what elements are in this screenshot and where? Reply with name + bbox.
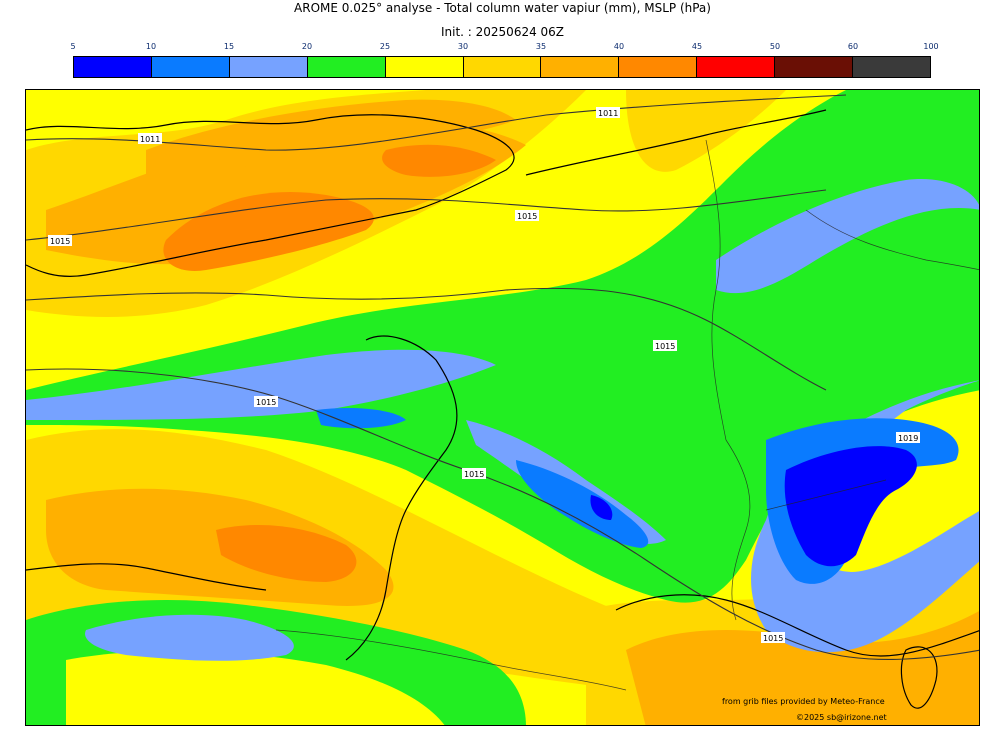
colorbar-tick-label: 10 [145,42,157,51]
data-source-credit: from grib files provided by Meteo-France [722,697,885,706]
water-vapour-map: 1011 1011 1015 1015 1015 1015 1015 1019 … [25,89,980,726]
colorbar-tick-label: 30 [457,42,469,51]
colorbar-swatch [151,57,230,77]
colorbar-swatch [229,57,308,77]
colorbar-swatch [697,57,776,77]
colorbar-swatch [307,57,386,77]
field-green [26,90,979,603]
colorbar-swatch [775,57,854,77]
colorbar-tick-label: 60 [847,42,859,51]
colorbar-tick-label: 100 [923,42,939,51]
isobar-label: 1015 [50,237,70,246]
copyright-credit: ©2025 sb@irizone.net [796,713,887,722]
colorbar-swatch [74,57,152,77]
isobar-label: 1011 [598,109,618,118]
init-time: Init. : 20250624 06Z [440,25,565,39]
isobar-label: 1015 [517,212,537,221]
colorbar-tick-label: 15 [223,42,235,51]
isobar-label: 1015 [464,470,484,479]
colorbar-tick-label: 25 [379,42,391,51]
colorbar-tick-label: 50 [769,42,781,51]
colorbar-tick-label: 20 [301,42,313,51]
isobar-label: 1015 [655,342,675,351]
isobar-labels: 1011 1011 1015 1015 1015 1015 1015 1019 … [48,107,920,643]
colorbar-swatch [541,57,620,77]
colorbar-tick-label: 5 [70,42,76,51]
map-svg: 1011 1011 1015 1015 1015 1015 1015 1019 … [26,90,979,725]
isobar-label: 1011 [140,135,160,144]
isobar-label: 1019 [898,434,918,443]
colorbar-swatch [463,57,542,77]
isobar-label: 1015 [256,398,276,407]
colorbar-swatch [853,57,930,77]
colorbar-tick-label: 35 [535,42,547,51]
isobar-label: 1015 [763,634,783,643]
colorbar-legend [73,56,931,78]
chart-title: AROME 0.025° analyse - Total column wate… [294,1,711,15]
colorbar-tick-label: 40 [613,42,625,51]
colorbar-tick-label: 45 [691,42,703,51]
colorbar-swatch [619,57,698,77]
colorbar-swatch [385,57,464,77]
